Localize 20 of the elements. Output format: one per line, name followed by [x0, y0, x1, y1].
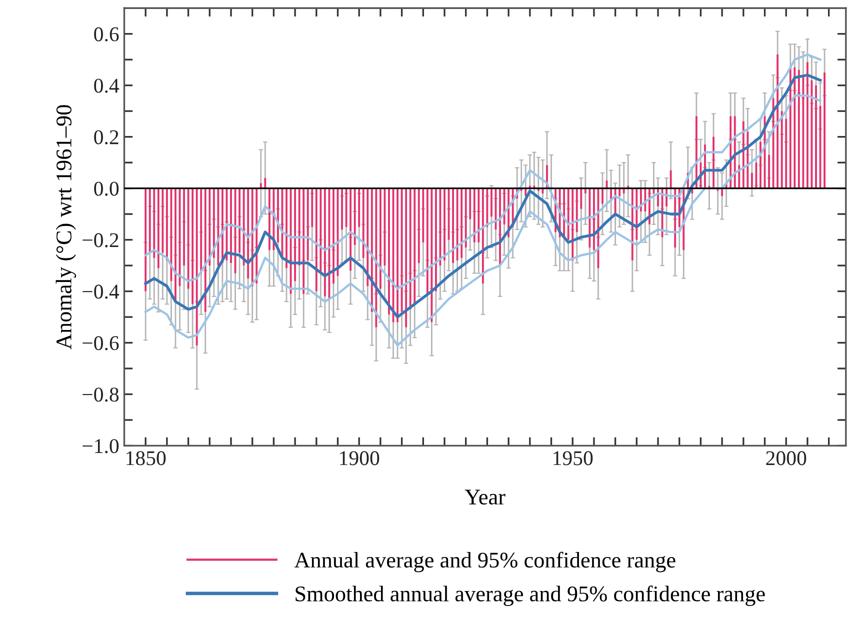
y-tick-label: −0.6: [82, 336, 119, 350]
legend-label: Annual average and 95% confidence range: [294, 552, 676, 572]
y-tick-label: −0.2: [82, 233, 118, 248]
x-tick-label: 2000: [766, 451, 806, 466]
line-series: [144, 74, 822, 318]
y-tick-label: −0.4: [82, 284, 120, 299]
x-axis-title: Year: [464, 490, 506, 505]
line-series: [144, 53, 822, 290]
legend-label: Smoothed annual average and 95% confidence range: [296, 586, 765, 606]
line-series: [144, 94, 822, 346]
y-tick-label: 0.2: [94, 130, 118, 144]
y-tick-label: −0.8: [82, 388, 119, 402]
y-tick-label: 0.4: [94, 78, 120, 93]
y-tick-label: 0.0: [94, 182, 119, 196]
x-tick-label: 1900: [340, 451, 380, 466]
y-axis-title: Anomaly (°C) wrt 1961–90: [56, 105, 76, 350]
y-tick-label: 0.6: [94, 27, 119, 42]
x-tick-label: 1850: [126, 451, 166, 466]
y-tick-label: −1.0: [82, 439, 119, 454]
x-tick-label: 1950: [554, 451, 593, 466]
